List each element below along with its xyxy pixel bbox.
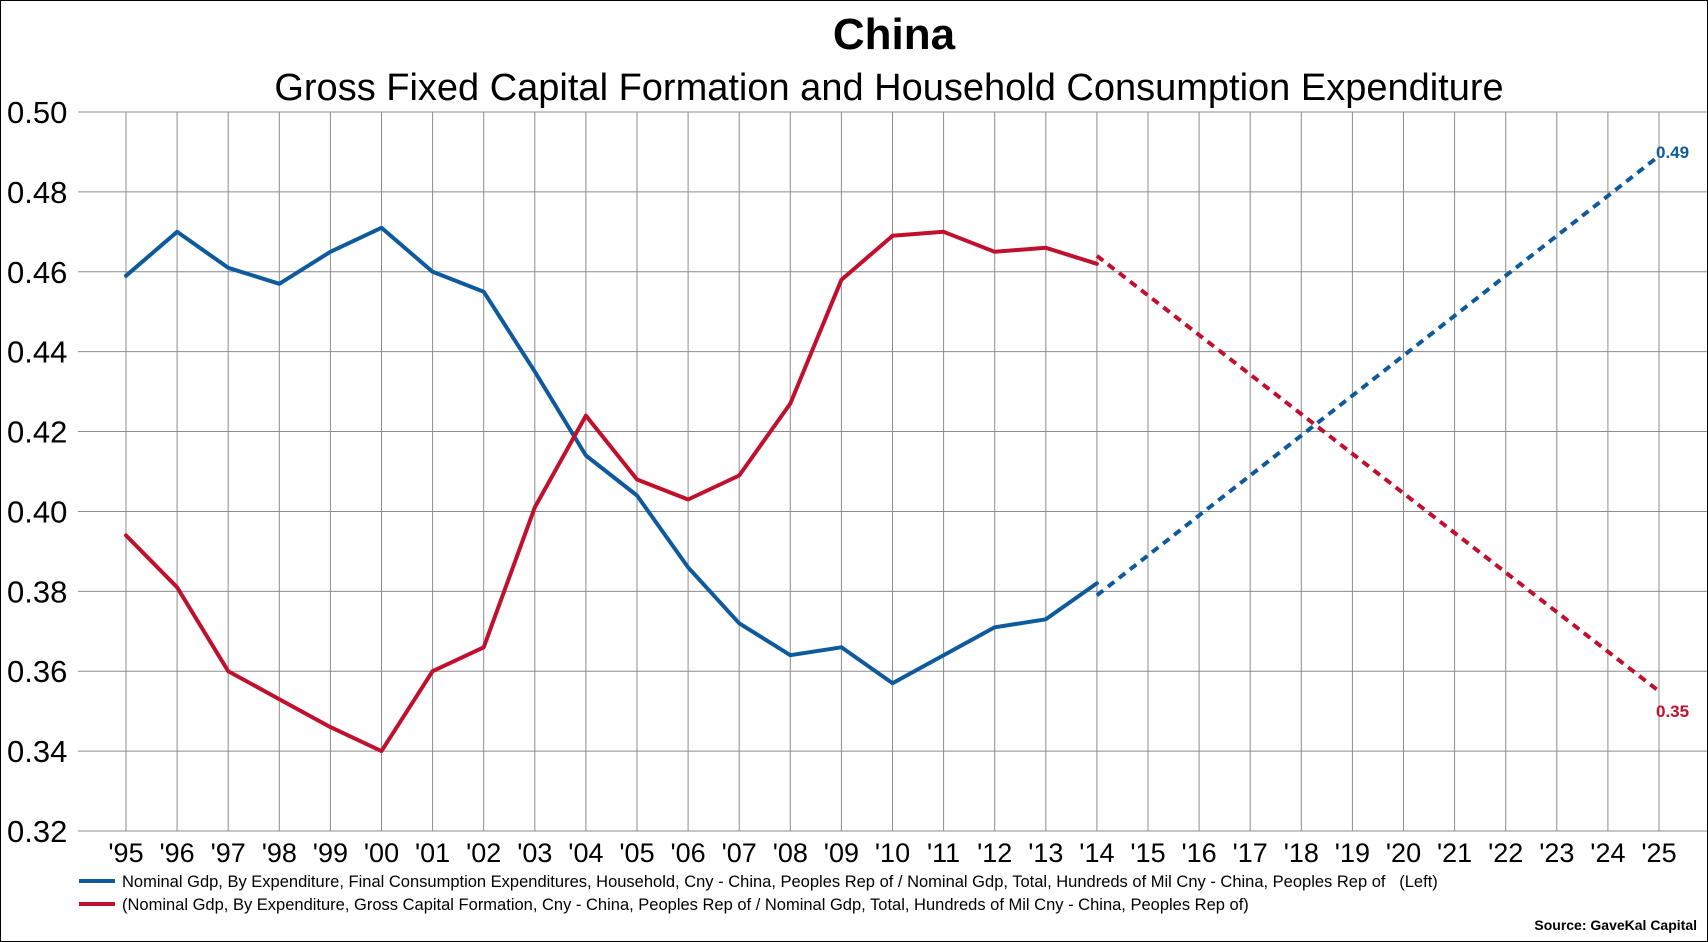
x-tick-label: '17 [1233,838,1268,868]
x-tick-label: '09 [824,838,859,868]
x-tick-label: '08 [773,838,808,868]
legend-label-household-consumption: Nominal Gdp, By Expenditure, Final Consu… [122,873,1438,891]
x-tick-label: '18 [1284,838,1319,868]
x-tick-label: '07 [722,838,757,868]
y-tick-label: 0.32 [7,814,67,849]
y-tick-label: 0.34 [7,734,67,769]
y-tick-label: 0.44 [7,335,67,370]
x-tick-label: '10 [875,838,910,868]
y-tick-label: 0.42 [7,415,67,450]
x-tick-label: '96 [160,838,195,868]
y-tick-label: 0.48 [7,175,67,210]
x-tick-label: '21 [1437,838,1472,868]
x-tick-label: '23 [1539,838,1574,868]
x-tick-label: '97 [211,838,246,868]
x-tick-label: '99 [313,838,348,868]
x-tick-label: '04 [568,838,603,868]
y-tick-label: 0.46 [7,255,67,290]
projection-line-capital-formation [1095,254,1661,693]
x-tick-label: '06 [671,838,706,868]
x-tick-label: '25 [1641,838,1676,868]
x-tick-label: '13 [1028,838,1063,868]
x-tick-label: '16 [1182,838,1217,868]
chart-title: China [833,10,956,59]
legend: Nominal Gdp, By Expenditure, Final Consu… [79,873,1438,914]
x-tick-label: '03 [517,838,552,868]
legend-label-capital-formation: (Nominal Gdp, By Expenditure, Gross Capi… [122,896,1249,914]
chart-subtitle: Gross Fixed Capital Formation and Househ… [274,67,1503,109]
y-axis-ticks: 0.50 0.48 0.46 0.44 0.42 0.40 0.38 0.36 0.34 0.32 [7,95,67,849]
x-tick-label: '98 [262,838,297,868]
series-line-household-consumption [124,225,1099,686]
end-value-label-capital-formation: 0.35 [1656,702,1689,721]
x-tick-label: '22 [1488,838,1523,868]
x-tick-label: '24 [1590,838,1625,868]
y-tick-label: 0.36 [7,654,67,689]
x-tick-label: '15 [1130,838,1165,868]
series-line-capital-formation [124,229,1099,754]
x-tick-label: '20 [1386,838,1421,868]
x-tick-label: '14 [1079,838,1114,868]
x-tick-label: '11 [927,838,960,868]
y-tick-label: 0.40 [7,494,67,529]
x-tick-label: '02 [466,838,501,868]
source-note: Source: GaveKal Capital [1534,917,1697,933]
series-lines: 0.49 0.35 [124,143,1689,754]
x-tick-label: '01 [415,838,450,868]
x-tick-label: '05 [619,838,654,868]
y-tick-label: 0.50 [7,95,67,130]
x-tick-label: '19 [1335,838,1370,868]
x-tick-label: '95 [108,838,143,868]
x-tick-label: '00 [364,838,399,868]
projection-line-household-consumption [1095,154,1661,597]
y-tick-label: 0.38 [7,574,67,609]
x-axis-ticks: '95 '96 '97 '98 '99 '00 '01 '02 '03 '04 '05 '06 '07 '… [108,838,1676,868]
x-tick-label: '12 [977,838,1012,868]
end-value-label-household-consumption: 0.49 [1656,143,1689,162]
